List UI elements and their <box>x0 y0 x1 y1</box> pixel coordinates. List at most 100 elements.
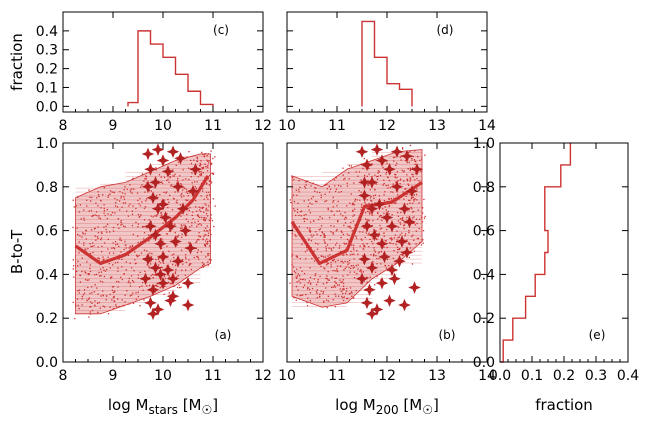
scatter-point-b <box>415 160 417 163</box>
star-marker-b <box>388 272 401 286</box>
panel-c-ytick-label: 0.3 <box>36 43 58 59</box>
scatter-point-a <box>205 208 208 210</box>
star-marker-b <box>390 145 404 159</box>
scatter-point-b <box>364 174 366 177</box>
scatter-point-a <box>175 201 178 204</box>
scatter-point-b <box>314 274 316 277</box>
scatter-point-a <box>191 172 193 174</box>
scatter-point-a <box>139 197 141 200</box>
scatter-point-b <box>366 281 368 283</box>
scatter-point-a <box>196 181 198 183</box>
scatter-point-a <box>173 198 175 200</box>
scatter-point-b <box>399 156 401 159</box>
star-marker-b <box>403 215 416 229</box>
scatter-point-a <box>91 215 93 218</box>
scatter-point-a <box>180 196 183 198</box>
scatter-point-a <box>208 160 210 162</box>
scatter-point-b <box>407 168 409 170</box>
scatter-point-a <box>203 198 205 200</box>
scatter-point-b <box>298 226 300 228</box>
scatter-point-b <box>334 244 337 246</box>
scatter-point-b <box>420 244 423 246</box>
scatter-point-b <box>292 176 294 179</box>
scatter-point-b <box>315 231 317 233</box>
scatter-point-b <box>313 220 315 222</box>
scatter-point-b <box>395 164 397 166</box>
star-marker-b <box>375 154 389 167</box>
scatter-point-a <box>122 225 125 227</box>
scatter-point-b <box>364 245 366 248</box>
scatter-point-a <box>167 198 169 201</box>
scatter-point-b <box>406 174 408 176</box>
scatter-point-a <box>88 273 90 275</box>
scatter-point-a <box>133 188 135 190</box>
scatter-point-b <box>306 297 309 299</box>
scatter-point-a <box>163 293 165 295</box>
scatter-point-b <box>311 287 314 290</box>
scatter-point-a <box>196 255 198 258</box>
panel-c-ytick-label: 0.4 <box>36 24 58 40</box>
scatter-point-b <box>296 268 298 270</box>
scatter-point-b <box>325 247 327 250</box>
scatter-point-a <box>81 270 83 273</box>
scatter-point-b <box>316 289 318 291</box>
scatter-point-b <box>371 163 373 165</box>
scatter-point-a <box>98 271 100 274</box>
scatter-point-b <box>336 205 338 207</box>
star-marker-b <box>370 303 384 316</box>
panel-d-xtick-label: 10 <box>278 118 296 134</box>
scatter-point-b <box>373 255 375 257</box>
panel-b-xtick-label: 11 <box>328 368 346 384</box>
scatter-point-b <box>330 264 332 266</box>
panel-a-xtick-label: 8 <box>59 368 68 384</box>
scatter-point-a <box>124 186 126 188</box>
scatter-point-a <box>133 281 135 283</box>
scatter-point-b <box>424 154 426 156</box>
scatter-point-a <box>141 201 143 203</box>
scatter-point-a <box>83 217 85 219</box>
scatter-point-b <box>316 233 318 236</box>
scatter-point-b <box>373 249 376 251</box>
scatter-point-a <box>210 233 212 236</box>
scatter-point-a <box>198 231 200 234</box>
scatter-point-a <box>113 300 116 303</box>
scatter-point-b <box>334 280 336 283</box>
scatter-point-a <box>155 215 158 217</box>
scatter-point-a <box>113 191 116 194</box>
scatter-point-a <box>94 214 96 216</box>
scatter-point-a <box>90 209 93 212</box>
scatter-point-b <box>371 224 373 227</box>
scatter-point-b <box>415 243 417 245</box>
scatter-point-a <box>109 306 111 308</box>
scatter-point-a <box>175 164 177 166</box>
scatter-point-a <box>155 284 157 287</box>
scatter-point-a <box>77 260 79 262</box>
scatter-point-a <box>176 235 178 238</box>
scatter-point-b <box>342 167 344 169</box>
scatter-point-a <box>118 306 120 308</box>
scatter-point-b <box>296 194 298 196</box>
scatter-point-a <box>120 251 122 253</box>
scatter-point-b <box>366 243 368 245</box>
scatter-point-b <box>368 213 371 215</box>
panel-b-xtick-label: 10 <box>278 368 296 384</box>
scatter-point-b <box>353 266 356 268</box>
scatter-point-a <box>166 245 168 247</box>
scatter-point-b <box>359 199 361 201</box>
scatter-point-a <box>77 196 79 198</box>
scatter-point-a <box>177 177 179 180</box>
scatter-point-b <box>334 306 337 308</box>
scatter-point-a <box>103 207 105 209</box>
scatter-point-b <box>314 200 317 203</box>
scatter-point-a <box>111 289 114 291</box>
scatter-point-a <box>115 244 117 246</box>
scatter-point-b <box>326 261 328 263</box>
scatter-point-b <box>308 209 310 211</box>
scatter-point-b <box>343 254 345 256</box>
scatter-point-b <box>408 199 410 201</box>
scatter-point-b <box>384 240 386 242</box>
scatter-point-b <box>320 265 322 268</box>
scatter-point-a <box>169 173 171 175</box>
scatter-point-b <box>392 257 394 259</box>
scatter-point-b <box>326 299 328 301</box>
